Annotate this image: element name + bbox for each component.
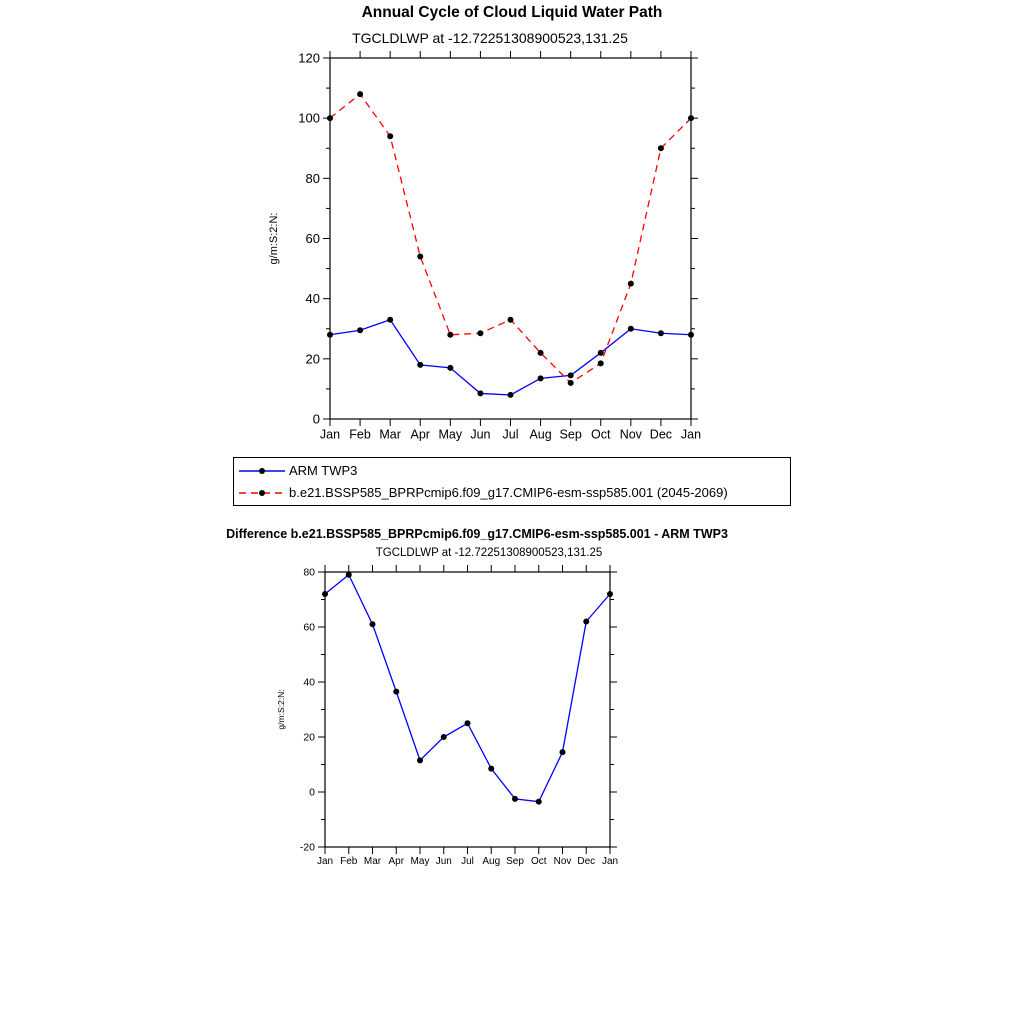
data-point bbox=[447, 331, 454, 338]
data-point bbox=[417, 253, 424, 260]
y-tick-label: 100 bbox=[298, 111, 320, 126]
data-point bbox=[512, 795, 518, 802]
data-point bbox=[597, 360, 604, 367]
legend-line-solid-icon bbox=[239, 467, 285, 474]
x-tick-label: Feb bbox=[340, 856, 358, 867]
difference-chart-subtitle: TGCLDLWP at -12.72251308900523,131.25 bbox=[375, 547, 603, 559]
x-tick-label: Nov bbox=[554, 856, 572, 867]
legend-item-arm-twp3: ARM TWP3 bbox=[238, 460, 786, 481]
x-tick-label: Jan bbox=[317, 856, 333, 867]
data-point bbox=[537, 349, 544, 356]
x-tick-label: Feb bbox=[349, 428, 371, 442]
data-point bbox=[559, 749, 566, 756]
x-tick-label: Dec bbox=[650, 428, 672, 442]
y-tick-label: 40 bbox=[306, 291, 320, 306]
series-line bbox=[329, 93, 692, 384]
data-point bbox=[327, 331, 333, 338]
data-point bbox=[447, 364, 454, 371]
x-tick-label: May bbox=[439, 428, 463, 442]
data-point bbox=[657, 330, 664, 337]
y-tick-label: 20 bbox=[303, 732, 315, 744]
x-tick-label: Aug bbox=[529, 428, 551, 442]
plot-frame bbox=[329, 57, 692, 420]
x-tick-label: Apr bbox=[411, 428, 430, 442]
main-chart-subtitle: TGCLDLWP at -12.72251308900523,131.25 bbox=[352, 30, 628, 46]
data-point bbox=[477, 330, 484, 337]
series-line bbox=[324, 573, 611, 803]
data-point bbox=[688, 331, 694, 338]
data-point bbox=[507, 316, 514, 323]
y-tick-label: 120 bbox=[298, 51, 320, 66]
data-point bbox=[393, 688, 400, 695]
y-tick-label: 80 bbox=[303, 567, 315, 579]
difference-chart-title: Difference b.e21.BSSP585_BPRPcmip6.f09_g… bbox=[226, 527, 728, 541]
series-line bbox=[329, 318, 692, 396]
x-tick-label: Aug bbox=[482, 856, 500, 867]
data-point bbox=[357, 327, 364, 334]
y-tick-label: 80 bbox=[306, 171, 320, 186]
y-tick-label: 0 bbox=[309, 787, 315, 799]
y-axis-title: g/m:S:2:N: bbox=[276, 689, 286, 729]
data-point bbox=[488, 765, 495, 772]
x-tick-label: Oct bbox=[531, 856, 547, 867]
data-point bbox=[464, 720, 471, 727]
data-point bbox=[440, 734, 447, 740]
data-point bbox=[607, 591, 613, 597]
data-point bbox=[597, 349, 604, 356]
x-tick-label: Jan bbox=[602, 856, 618, 867]
data-point bbox=[688, 115, 694, 122]
annual-cycle-chart: 0 20 40 60 80 100 120 Jan Feb Mar Apr May Jun Jul Aug S… bbox=[268, 51, 701, 442]
data-point bbox=[583, 618, 590, 625]
data-point bbox=[387, 133, 394, 140]
y-tick-label: -20 bbox=[300, 842, 315, 854]
data-point bbox=[417, 757, 423, 764]
x-tick-label: Jan bbox=[320, 428, 340, 442]
data-point bbox=[322, 591, 328, 597]
x-tick-label: Jan bbox=[681, 428, 701, 442]
x-tick-label: Jun bbox=[470, 428, 490, 442]
x-tick-label: Mar bbox=[364, 856, 382, 867]
x-tick-label: Jul bbox=[461, 856, 474, 867]
legend-label-model: b.e21.BSSP585_BPRPcmip6.f09_g17.CMIP6-es… bbox=[289, 485, 728, 500]
data-point bbox=[567, 372, 574, 379]
y-tick-label: 20 bbox=[306, 351, 320, 366]
data-point bbox=[477, 390, 484, 397]
data-point bbox=[567, 379, 574, 386]
difference-chart: -20 0 20 40 60 80 Jan Feb Mar Apr May Jun Jul Aug Sep O… bbox=[276, 565, 618, 867]
legend-label-arm-twp3: ARM TWP3 bbox=[289, 463, 358, 478]
x-tick-label: Dec bbox=[577, 856, 595, 867]
data-point bbox=[345, 571, 352, 578]
data-point bbox=[387, 316, 394, 323]
data-point bbox=[357, 91, 364, 98]
x-tick-label: Jun bbox=[436, 856, 452, 867]
main-chart-title: Annual Cycle of Cloud Liquid Water Path bbox=[361, 4, 663, 21]
x-tick-label: Mar bbox=[379, 428, 401, 442]
data-point bbox=[627, 280, 634, 287]
y-tick-label: 60 bbox=[303, 622, 315, 634]
data-point bbox=[417, 361, 424, 368]
data-point bbox=[507, 391, 514, 398]
data-point bbox=[535, 798, 542, 805]
data-point bbox=[657, 145, 664, 152]
x-tick-label: Jul bbox=[503, 428, 519, 442]
legend: ARM TWP3 b.e21.BSSP585_BPRPcmip6.f09_g17… bbox=[233, 457, 791, 506]
x-tick-label: Sep bbox=[560, 428, 582, 442]
data-point bbox=[537, 375, 544, 382]
x-tick-label: Nov bbox=[620, 428, 643, 442]
x-tick-label: Oct bbox=[591, 428, 611, 442]
y-tick-label: 60 bbox=[306, 231, 320, 246]
y-tick-label: 0 bbox=[313, 412, 320, 427]
x-tick-label: May bbox=[411, 856, 430, 867]
data-point bbox=[327, 115, 333, 122]
y-tick-label: 40 bbox=[303, 677, 315, 689]
legend-item-model: b.e21.BSSP585_BPRPcmip6.f09_g17.CMIP6-es… bbox=[238, 482, 786, 503]
x-tick-label: Sep bbox=[506, 856, 524, 867]
x-tick-label: Apr bbox=[388, 856, 404, 867]
data-point bbox=[369, 621, 376, 628]
y-axis-title: g/m:S:2:N: bbox=[268, 213, 280, 265]
data-point bbox=[627, 325, 634, 332]
legend-line-dashed-icon bbox=[239, 489, 285, 496]
